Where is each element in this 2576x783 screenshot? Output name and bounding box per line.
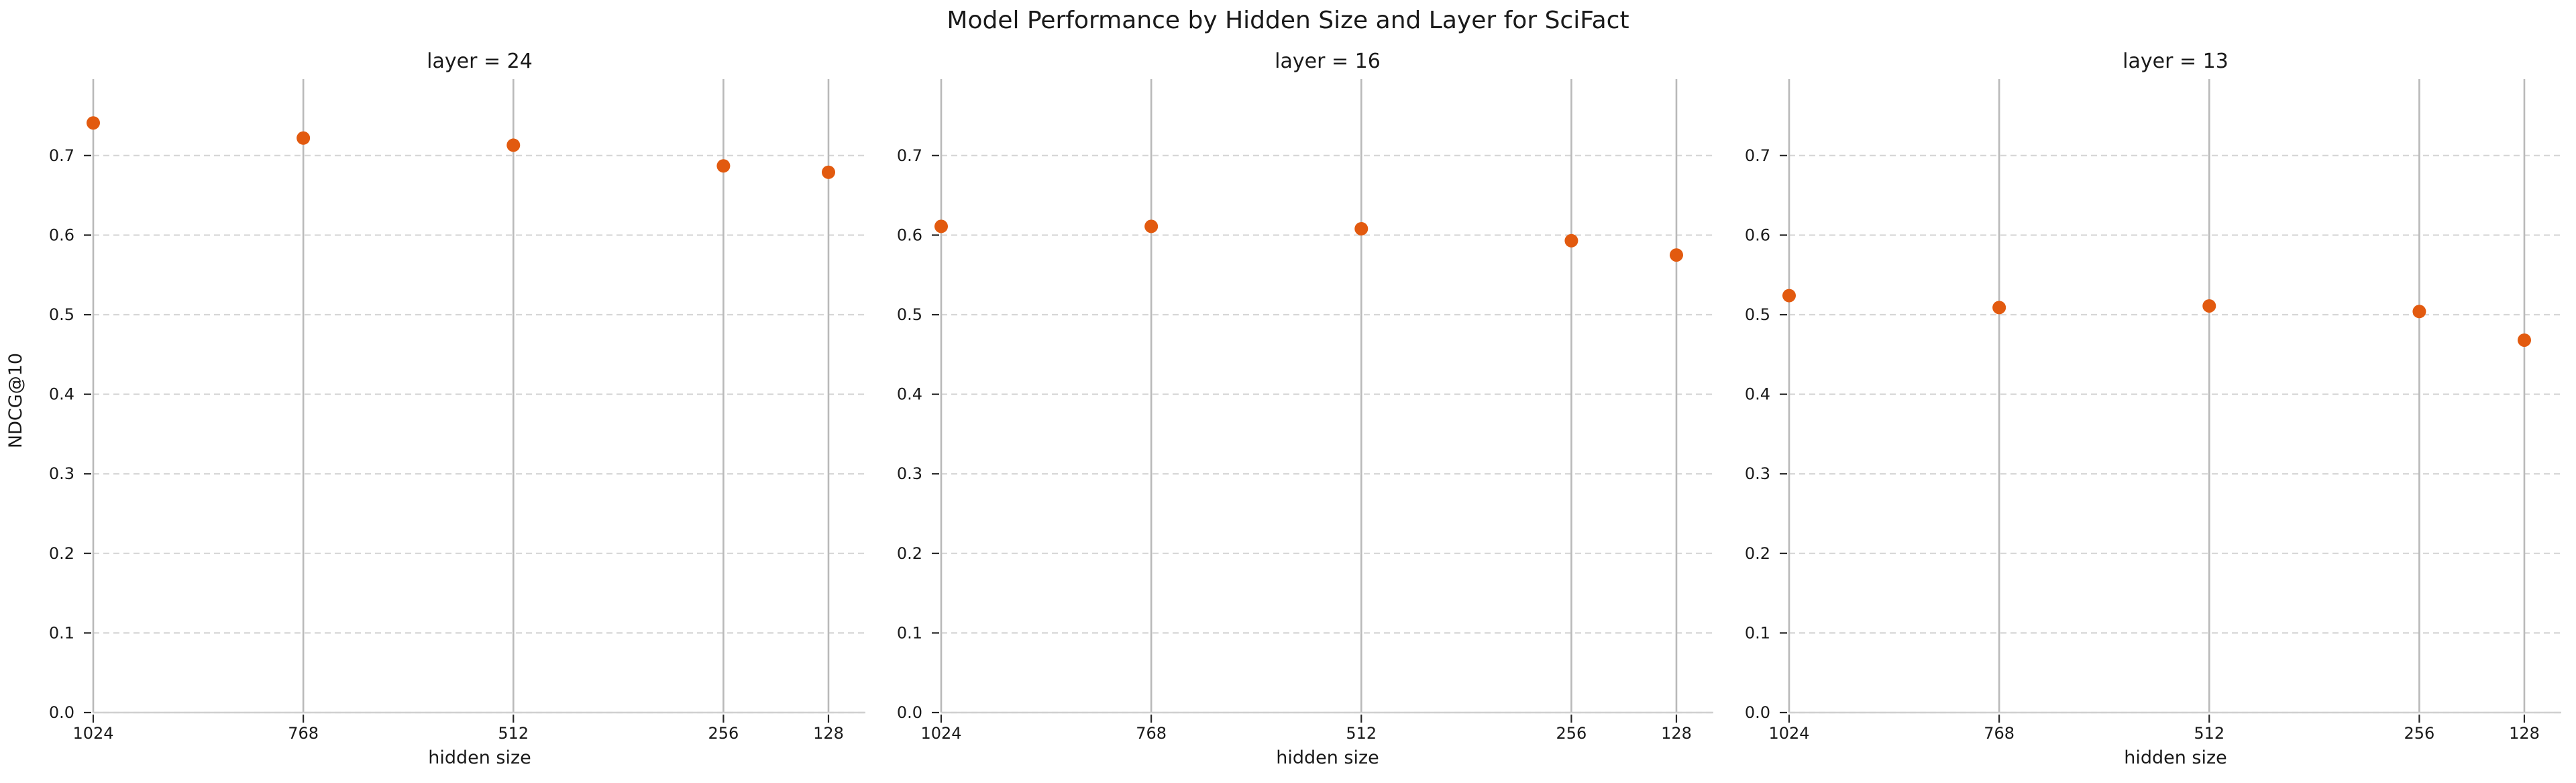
- chart-title: Model Performance by Hidden Size and Lay…: [947, 7, 1629, 34]
- y-tick-label: 0.3: [49, 464, 74, 483]
- data-point: [1992, 301, 2006, 315]
- data-point: [1354, 221, 1368, 236]
- x-tick-label: 768: [288, 724, 319, 743]
- x-tick-label: 512: [498, 724, 529, 743]
- x-tick-label: 128: [813, 724, 844, 743]
- y-tick-label: 0.7: [897, 146, 922, 165]
- data-point: [716, 159, 731, 173]
- y-tick-label: 0.5: [897, 305, 922, 324]
- y-tick-label: 0.2: [1745, 544, 1770, 563]
- x-axis-label-2: hidden size: [1276, 747, 1379, 768]
- panel-title-layer-16: layer = 16: [1275, 50, 1381, 73]
- x-tick-label: 1024: [1768, 724, 1809, 743]
- y-tick-label: 0.4: [1745, 385, 1770, 404]
- y-tick-label: 0.3: [1745, 464, 1770, 483]
- data-point: [2517, 333, 2531, 347]
- panel-layer-13: 0.0 0.1 0.2 0.3 0.4 0.5 0.6 0.7 1024 768 512 256 128: [1745, 79, 2561, 743]
- y-tick-label: 0.1: [1745, 623, 1770, 642]
- y-tick-label: 0.7: [49, 146, 74, 165]
- y-tick-label: 0.5: [49, 305, 74, 324]
- panel-title-layer-13: layer = 13: [2123, 50, 2229, 73]
- y-tick-label: 0.0: [49, 703, 74, 722]
- x-tick-label: 256: [1556, 724, 1587, 743]
- x-axis-label-1: hidden size: [428, 747, 531, 768]
- y-tick-label: 0.6: [49, 225, 74, 244]
- data-point: [1564, 233, 1578, 248]
- data-point: [87, 116, 100, 130]
- data-point: [506, 138, 521, 152]
- x-tick-label: 1024: [72, 724, 113, 743]
- y-tick-label: 0.2: [897, 544, 922, 563]
- data-point: [2412, 305, 2426, 319]
- panel-layer-16: 0.0 0.1 0.2 0.3 0.4 0.5 0.6 0.7 1024 768 512 256 128: [897, 79, 1713, 743]
- panel-layer-24: 0.0 0.1 0.2 0.3 0.4 0.5 0.6 0.7 1024 768 512 256 128: [49, 79, 865, 743]
- x-tick-label: 128: [2509, 724, 2540, 743]
- x-tick-label: 1024: [920, 724, 961, 743]
- y-tick-label: 0.0: [897, 703, 922, 722]
- data-point: [821, 165, 835, 179]
- data-point: [2202, 299, 2216, 313]
- x-tick-label: 512: [2194, 724, 2224, 743]
- data-point: [934, 219, 948, 233]
- y-tick-label: 0.0: [1745, 703, 1770, 722]
- y-tick-label: 0.7: [1745, 146, 1770, 165]
- y-tick-label: 0.6: [897, 225, 922, 244]
- panel-title-layer-24: layer = 24: [427, 50, 533, 73]
- x-axis-label-3: hidden size: [2124, 747, 2227, 768]
- x-tick-label: 512: [1346, 724, 1377, 743]
- data-point: [1782, 289, 1796, 303]
- x-tick-label: 256: [708, 724, 739, 743]
- y-tick-label: 0.4: [49, 385, 74, 404]
- x-tick-label: 768: [1136, 724, 1167, 743]
- y-tick-label: 0.6: [1745, 225, 1770, 244]
- x-tick-label: 256: [2404, 724, 2435, 743]
- y-tick-label: 0.2: [49, 544, 74, 563]
- y-tick-label: 0.5: [1745, 305, 1770, 324]
- y-tick-label: 0.3: [897, 464, 922, 483]
- y-axis-label: NDCG@10: [5, 353, 26, 448]
- x-tick-label: 768: [1984, 724, 2015, 743]
- y-tick-label: 0.1: [897, 623, 922, 642]
- y-tick-label: 0.1: [49, 623, 74, 642]
- y-tick-label: 0.4: [897, 385, 922, 404]
- x-tick-label: 128: [1661, 724, 1692, 743]
- data-point: [1144, 219, 1159, 233]
- data-point: [297, 131, 311, 145]
- data-point: [1669, 248, 1683, 262]
